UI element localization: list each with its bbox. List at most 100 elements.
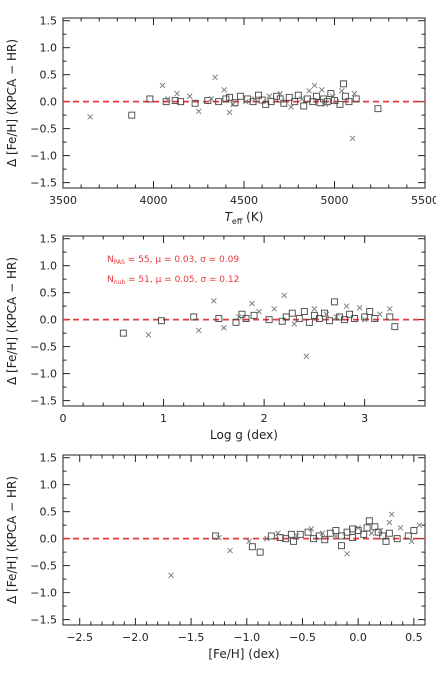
x-tick-label: 4500: [230, 194, 258, 207]
data-point-square: [382, 537, 390, 545]
data-point-cross: [388, 511, 395, 518]
cross-stroke: [343, 303, 350, 309]
cross-stroke: [408, 538, 415, 545]
data-point-square: [327, 90, 335, 98]
cross-stroke: [208, 96, 215, 102]
data-point-cross: [216, 534, 222, 541]
cross-stroke: [246, 538, 252, 545]
data-point-square: [291, 98, 299, 106]
x-tick-label: 5500: [411, 194, 436, 207]
data-point-cross: [386, 306, 393, 312]
data-point-square: [360, 530, 368, 538]
data-point-square: [248, 543, 256, 551]
data-point-square: [332, 527, 340, 535]
cross-stroke: [368, 530, 375, 537]
data-point-square: [278, 317, 286, 325]
cross-stroke: [249, 300, 255, 307]
data-point-cross: [308, 526, 315, 532]
data-point-cross: [208, 96, 215, 102]
y-tick-label: −1.0: [30, 587, 57, 600]
data-point-square: [374, 105, 382, 113]
y-tick-label: 1.5: [40, 233, 58, 246]
data-point-cross: [145, 331, 152, 338]
data-point-square: [171, 97, 179, 105]
x-tick-label: 4000: [140, 194, 168, 207]
x-tick-label: −2.5: [66, 631, 93, 644]
cross-stroke: [397, 525, 404, 531]
data-point-cross: [195, 327, 202, 334]
data-point-square: [242, 315, 250, 323]
data-point-square: [346, 310, 354, 318]
cross-stroke: [236, 314, 242, 320]
data-point-square: [366, 308, 374, 316]
cross-stroke: [319, 86, 325, 93]
data-point-cross: [230, 101, 236, 108]
data-point-square: [316, 99, 324, 107]
data-point-square: [331, 298, 338, 306]
cross-stroke: [211, 297, 217, 304]
x-tick-label: −1.5: [178, 631, 205, 644]
data-point-square: [191, 99, 199, 107]
y-tick-label: −1.5: [30, 614, 57, 627]
cross-stroke: [145, 331, 152, 338]
data-point-cross: [277, 90, 284, 97]
cross-stroke: [376, 311, 383, 318]
cross-stroke: [311, 306, 318, 312]
cross-stroke: [333, 533, 339, 539]
data-point-square: [343, 528, 351, 536]
data-point-square: [374, 528, 382, 536]
panel-1: 3500 4000 4500 5000 5500 −1.5 −1.0 −0.5 0.0 0.5 1.…: [5, 15, 436, 226]
data-point-cross: [306, 88, 312, 94]
data-point-square: [393, 535, 401, 543]
x-axis-label: [Fe/H] (dex): [208, 647, 279, 661]
data-point-square: [296, 530, 304, 538]
y-tick-label: −0.5: [30, 123, 57, 136]
cross-stroke: [349, 135, 356, 142]
plot-frame: [62, 454, 426, 626]
y-tick-label: 1.0: [40, 479, 58, 492]
data-point-cross: [303, 353, 310, 360]
cross-stroke: [306, 88, 312, 94]
y-tick-label: −0.5: [30, 341, 57, 354]
cross-stroke: [329, 93, 336, 100]
data-point-cross: [226, 109, 233, 116]
data-point-square: [341, 316, 349, 324]
y-tick-label: −0.5: [30, 560, 57, 573]
cross-stroke: [195, 108, 202, 115]
data-point-square: [341, 92, 349, 100]
data-point-cross: [333, 314, 340, 320]
data-point-square: [256, 548, 264, 556]
data-point-square: [276, 534, 284, 542]
data-point-cross: [338, 88, 345, 94]
x-tick-label: 1: [160, 412, 167, 425]
data-point-square: [300, 102, 308, 110]
data-point-square: [345, 98, 353, 106]
data-point-square: [288, 309, 296, 317]
data-point-square: [290, 537, 298, 545]
data-point-cross: [361, 316, 368, 323]
x-tick-label: −0.5: [289, 631, 316, 644]
x-tick-label: 3: [361, 412, 368, 425]
data-point-square: [338, 542, 345, 550]
y-tick-label: −1.5: [30, 395, 57, 408]
data-point-cross: [408, 538, 415, 545]
data-point-cross: [174, 90, 180, 97]
data-point-cross: [252, 96, 258, 102]
data-point-square: [212, 532, 220, 540]
data-point-square: [158, 317, 165, 325]
x-tick-label: 0.0: [349, 631, 367, 644]
data-point-square: [351, 315, 359, 323]
x-tick-label: 0.5: [405, 631, 423, 644]
y-tick-label: −1.0: [30, 368, 57, 381]
y-tick-label: −1.5: [30, 177, 57, 190]
data-point-square: [295, 315, 303, 323]
x-axis-label: Teff (K): [225, 210, 264, 226]
y-tick-label: −1.0: [30, 150, 57, 163]
y-tick-label: 1.5: [40, 452, 58, 465]
panel-3: −2.5 −2.0 −1.5 −1.0 −0.5 0.0 0.5 −1.5 −1.0 −0.5 0.…: [5, 452, 426, 661]
y-tick-label: 0.0: [40, 533, 58, 546]
data-point-cross: [333, 533, 339, 539]
x-axis-label: Log g (dex): [210, 428, 278, 442]
cross-stroke: [87, 113, 93, 120]
